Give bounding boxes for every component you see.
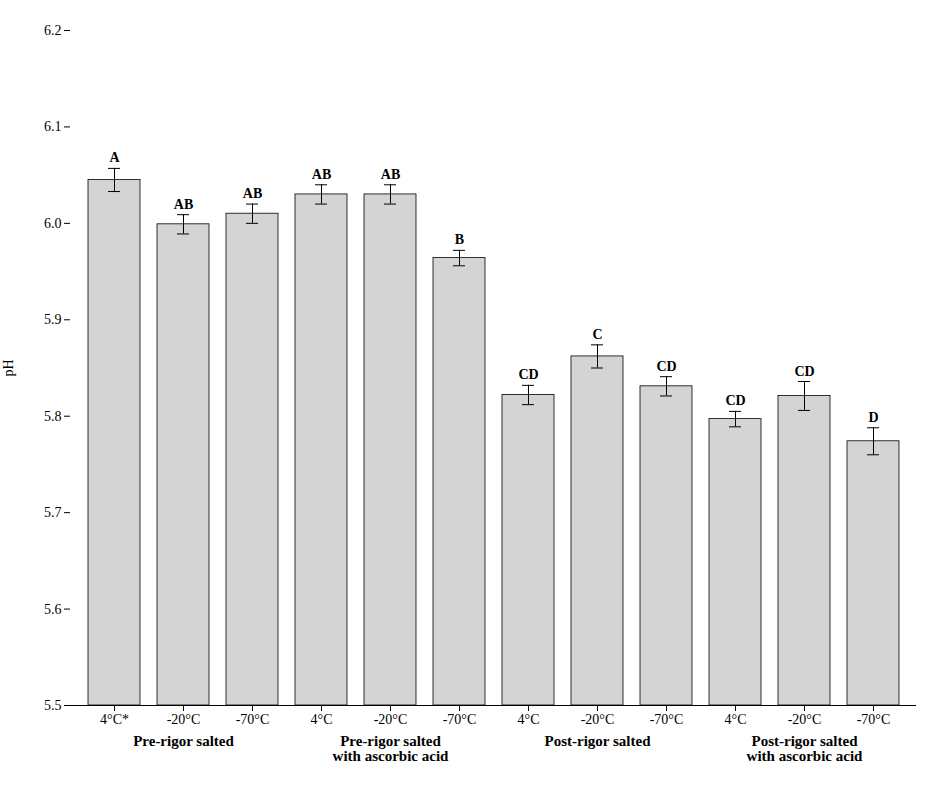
svg-text:CD: CD	[725, 393, 745, 408]
svg-text:Pre-rigor salted: Pre-rigor salted	[133, 733, 234, 749]
svg-text:C: C	[592, 327, 602, 342]
svg-text:-20°C: -20°C	[788, 712, 822, 727]
svg-text:6.2: 6.2	[44, 23, 62, 38]
svg-text:AB: AB	[174, 197, 193, 212]
svg-text:5.5: 5.5	[44, 698, 62, 713]
svg-text:Post-rigor saltedwith ascorbic: Post-rigor saltedwith ascorbic acid	[747, 733, 863, 764]
svg-text:6.1: 6.1	[44, 119, 62, 134]
svg-text:-20°C: -20°C	[167, 712, 201, 727]
svg-text:4°C*: 4°C*	[100, 712, 129, 727]
svg-text:-20°C: -20°C	[581, 712, 615, 727]
svg-text:5.8: 5.8	[44, 409, 62, 424]
svg-text:5.9: 5.9	[44, 312, 62, 327]
svg-text:-70°C: -70°C	[236, 712, 270, 727]
svg-text:-70°C: -70°C	[650, 712, 684, 727]
svg-text:AB: AB	[243, 186, 262, 201]
svg-text:CD: CD	[794, 364, 814, 379]
svg-text:B: B	[455, 232, 464, 247]
svg-text:Pre-rigor saltedwith ascorbic: Pre-rigor saltedwith ascorbic acid	[333, 733, 449, 764]
svg-text:6.0: 6.0	[44, 216, 62, 231]
svg-text:pH: pH	[1, 359, 16, 376]
svg-text:5.6: 5.6	[44, 602, 62, 617]
svg-text:CD: CD	[656, 359, 676, 374]
svg-text:5.7: 5.7	[44, 505, 62, 520]
svg-text:CD: CD	[518, 367, 538, 382]
svg-text:A: A	[109, 150, 120, 165]
svg-text:Post-rigor salted: Post-rigor salted	[545, 733, 652, 749]
svg-text:AB: AB	[381, 167, 400, 182]
svg-text:-20°C: -20°C	[374, 712, 408, 727]
svg-text:D: D	[868, 410, 878, 425]
svg-text:AB: AB	[312, 167, 331, 182]
svg-text:4°C: 4°C	[518, 712, 540, 727]
svg-text:-70°C: -70°C	[857, 712, 891, 727]
svg-text:-70°C: -70°C	[443, 712, 477, 727]
svg-text:4°C: 4°C	[725, 712, 747, 727]
svg-text:4°C: 4°C	[311, 712, 333, 727]
